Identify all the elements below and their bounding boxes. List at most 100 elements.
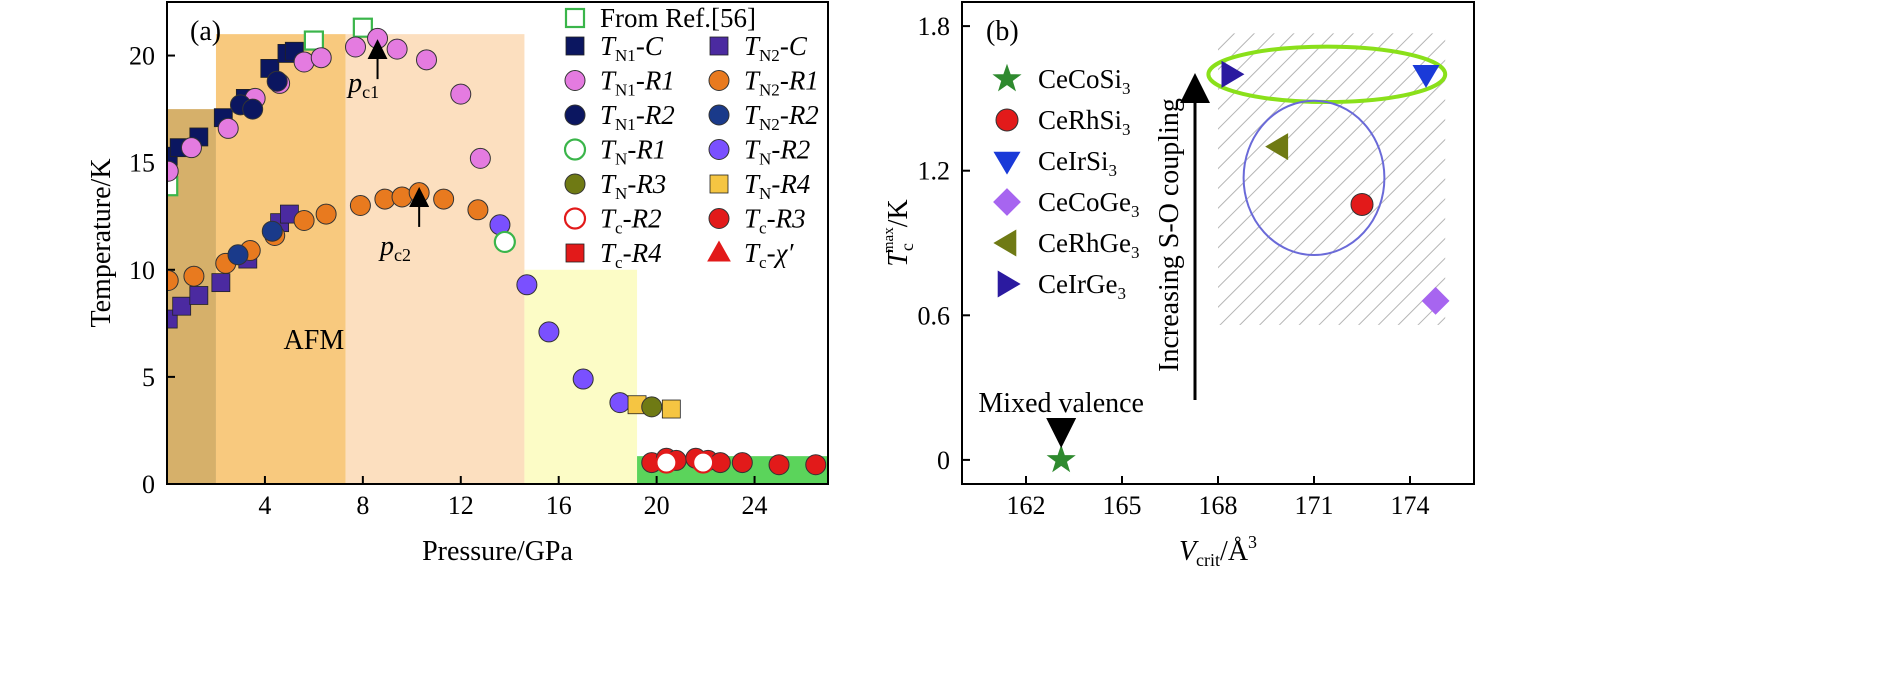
- legend-label-CeCoGe: CeCoGe3: [1038, 187, 1139, 221]
- region-salmon: [345, 34, 525, 485]
- legend-marker-ref56: [564, 7, 586, 29]
- a-point-TN1_R1: [345, 36, 367, 58]
- b-y-axis-label: Tcmax/K: [881, 199, 917, 266]
- a-point-TN1_R1: [450, 83, 472, 105]
- panel-label-b: (b): [986, 16, 1019, 47]
- a-point-Tc_R3: [731, 452, 753, 474]
- a-y-tick-label: 0: [142, 470, 155, 499]
- a-series-layer: [167, 17, 827, 476]
- legend-label-TN_R1: TN-R1: [600, 135, 666, 169]
- afm-label: AFM: [284, 325, 345, 356]
- hatched-area: [1218, 33, 1446, 325]
- panel-label-a: (a): [190, 16, 221, 47]
- b-x-axis-label: Vcrit/Å3: [1179, 532, 1257, 570]
- b-y-tick-label: 1.2: [918, 157, 951, 186]
- legend-marker-TN_R1: [563, 138, 587, 161]
- a-point-TN2_R1: [183, 265, 205, 287]
- pc2-label: pc2: [378, 231, 411, 265]
- a-point-TN1_R1: [416, 49, 438, 71]
- a-point-TN2_C: [189, 286, 209, 305]
- blue-circle: [1242, 99, 1386, 257]
- legend-label-TN1_C: TN1-C: [600, 31, 664, 65]
- a-point-TN2_R1: [349, 195, 371, 217]
- a-point-TN_R3: [641, 396, 663, 418]
- a-x-tick-label: 12: [448, 491, 474, 520]
- b-plot-frame: [961, 1, 1475, 485]
- legend-marker-CeRhSi: [995, 108, 1019, 132]
- b-y-tick-label: 0.6: [918, 301, 951, 330]
- a-point-Tc_R3: [768, 454, 790, 476]
- legend-marker-Tc_R3: [708, 208, 730, 229]
- a-point-TN1_R1: [386, 38, 408, 60]
- a-point-TN2_R1: [167, 269, 179, 291]
- b-x-tick-label: 174: [1391, 491, 1430, 520]
- b-x-tick-label: 171: [1295, 491, 1334, 520]
- legend-marker-TN2_R1: [708, 70, 730, 91]
- legend-marker-Tc_chi: [707, 240, 731, 262]
- legend-label-Tc_R3: Tc-R3: [744, 204, 806, 238]
- legend-label-Tc_R4: Tc-R4: [600, 238, 662, 272]
- a-point-TN1_R1: [469, 147, 491, 169]
- a-x-tick-label: 8: [356, 491, 369, 520]
- hatched-region: [1218, 33, 1446, 325]
- a-point-TN_R2: [609, 392, 631, 414]
- a-x-tick-label: 20: [644, 491, 670, 520]
- a-x-tick-label: 24: [742, 491, 768, 520]
- legend-label-ref56: From Ref.[56]: [600, 3, 756, 33]
- a-point-TN_R2: [572, 368, 594, 390]
- a-annotations: pc1 pc2: [346, 39, 430, 265]
- a-x-tick-label: 16: [546, 491, 572, 520]
- a-point-TN2_R1: [433, 188, 455, 210]
- b-point-CeIrSi: [1412, 65, 1440, 88]
- a-point-TN2_R2: [261, 220, 283, 242]
- a-plot-frame: [166, 1, 829, 485]
- b-annotations: Mixed valence Increasing S-O coupling: [978, 73, 1210, 448]
- a-point-TN1_R1: [367, 27, 389, 49]
- legend-marker-Tc_R2: [563, 207, 587, 230]
- a-point-TN2_R2: [227, 244, 249, 266]
- legend-label-TN1_R2: TN1-R2: [600, 100, 675, 134]
- a-legend: From Ref.[56]TN1-C TN2-C TN1-R1 TN2-R1 TN1-R…: [563, 3, 819, 272]
- legend-label-CeRhSi: CeRhSi3: [1038, 105, 1131, 139]
- a-point-TN1_R1: [310, 47, 332, 69]
- b-point-CeRhSi: [1350, 192, 1374, 216]
- legend-marker-TN_R4: [709, 174, 729, 194]
- legend-label-TN2_R1: TN2-R1: [744, 66, 819, 100]
- a-x-tick-label: 4: [258, 491, 271, 520]
- b-x-tick-label: 162: [1007, 491, 1046, 520]
- a-point-TN1_R1: [167, 160, 179, 182]
- a-point-TN_R4: [661, 399, 681, 419]
- a-point-Tc_R3: [805, 454, 827, 476]
- a-point-TN2_C: [211, 273, 231, 293]
- legend-marker-TN1_C: [565, 36, 585, 56]
- b-x-tick-label: 165: [1103, 491, 1142, 520]
- b-axis-ticks: 162 165 168 171 174 0 0.6 1.2 1.8: [918, 12, 1430, 520]
- legend-label-CeRhGe: CeRhGe3: [1038, 228, 1139, 262]
- a-point-Tc_R2: [655, 451, 678, 474]
- a-y-tick-label: 20: [129, 42, 155, 71]
- a-point-ref56: [303, 30, 324, 51]
- legend-marker-CeCoGe: [993, 188, 1021, 216]
- b-x-tick-label: 168: [1199, 491, 1238, 520]
- legend-label-TN_R4: TN-R4: [744, 169, 810, 203]
- legend-label-CeIrSi: CeIrSi3: [1038, 146, 1117, 180]
- a-y-tick-label: 10: [129, 256, 155, 285]
- legend-label-Tc_R2: Tc-R2: [600, 204, 662, 238]
- b-y-tick-label: 0: [937, 446, 950, 475]
- panel-a: 4 8 12 16 20 24 0 5 10 15 20 (a) Pressure/GPa Temp…: [86, 1, 829, 567]
- a-y-tick-label: 5: [142, 363, 155, 392]
- b-point-CeRhGe: [1265, 133, 1289, 161]
- b-y-tick-label: 1.8: [918, 12, 951, 41]
- a-point-ref56: [352, 17, 373, 38]
- b-point-CeCoGe: [1421, 286, 1450, 315]
- legend-label-Tc_chi: Tc-χ′: [744, 238, 794, 272]
- a-point-TN_R2: [538, 321, 560, 343]
- legend-label-CeCoSi: CeCoSi3: [1038, 64, 1131, 98]
- legend-marker-CeRhGe: [993, 229, 1017, 257]
- a-y-tick-label: 15: [129, 149, 155, 178]
- a-point-TN1_R2: [266, 70, 288, 92]
- legend-label-CeIrGe: CeIrGe3: [1038, 269, 1126, 303]
- a-point-TN2_C: [172, 296, 192, 316]
- a-point-TN1_R1: [180, 137, 202, 159]
- legend-marker-Tc_R4: [565, 243, 585, 263]
